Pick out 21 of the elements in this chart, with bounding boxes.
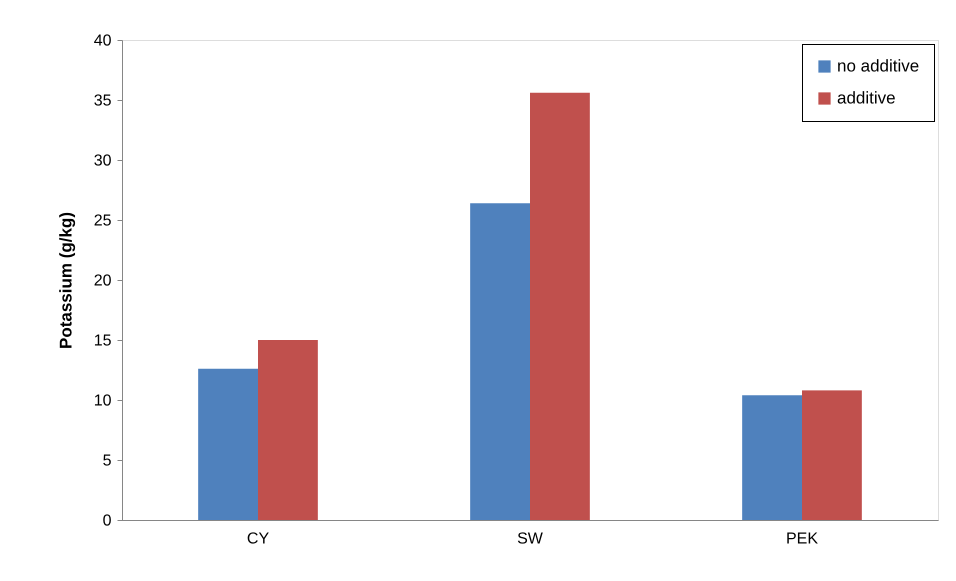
bar — [470, 203, 530, 520]
bar — [258, 340, 318, 520]
y-tick-label: 10 — [94, 392, 112, 410]
y-tick-label: 30 — [94, 152, 112, 170]
y-tick-label: 0 — [102, 512, 112, 530]
legend-label: additive — [837, 88, 896, 108]
y-tick-label: 20 — [94, 272, 112, 290]
bar — [742, 395, 802, 520]
y-tick-label: 15 — [94, 332, 112, 350]
y-tick-label: 25 — [94, 212, 112, 230]
legend-label: no additive — [837, 56, 920, 76]
bar — [530, 92, 590, 520]
bar — [198, 368, 258, 520]
y-axis-title: Potassium (g/kg) — [56, 212, 76, 349]
bar — [802, 390, 862, 520]
x-tick-label: PEK — [786, 530, 818, 548]
y-tick-label: 40 — [94, 32, 112, 50]
x-tick-label: SW — [517, 530, 544, 548]
y-tick-label: 35 — [94, 92, 112, 110]
x-tick-label: CY — [246, 530, 270, 548]
y-tick-label: 5 — [102, 452, 112, 470]
